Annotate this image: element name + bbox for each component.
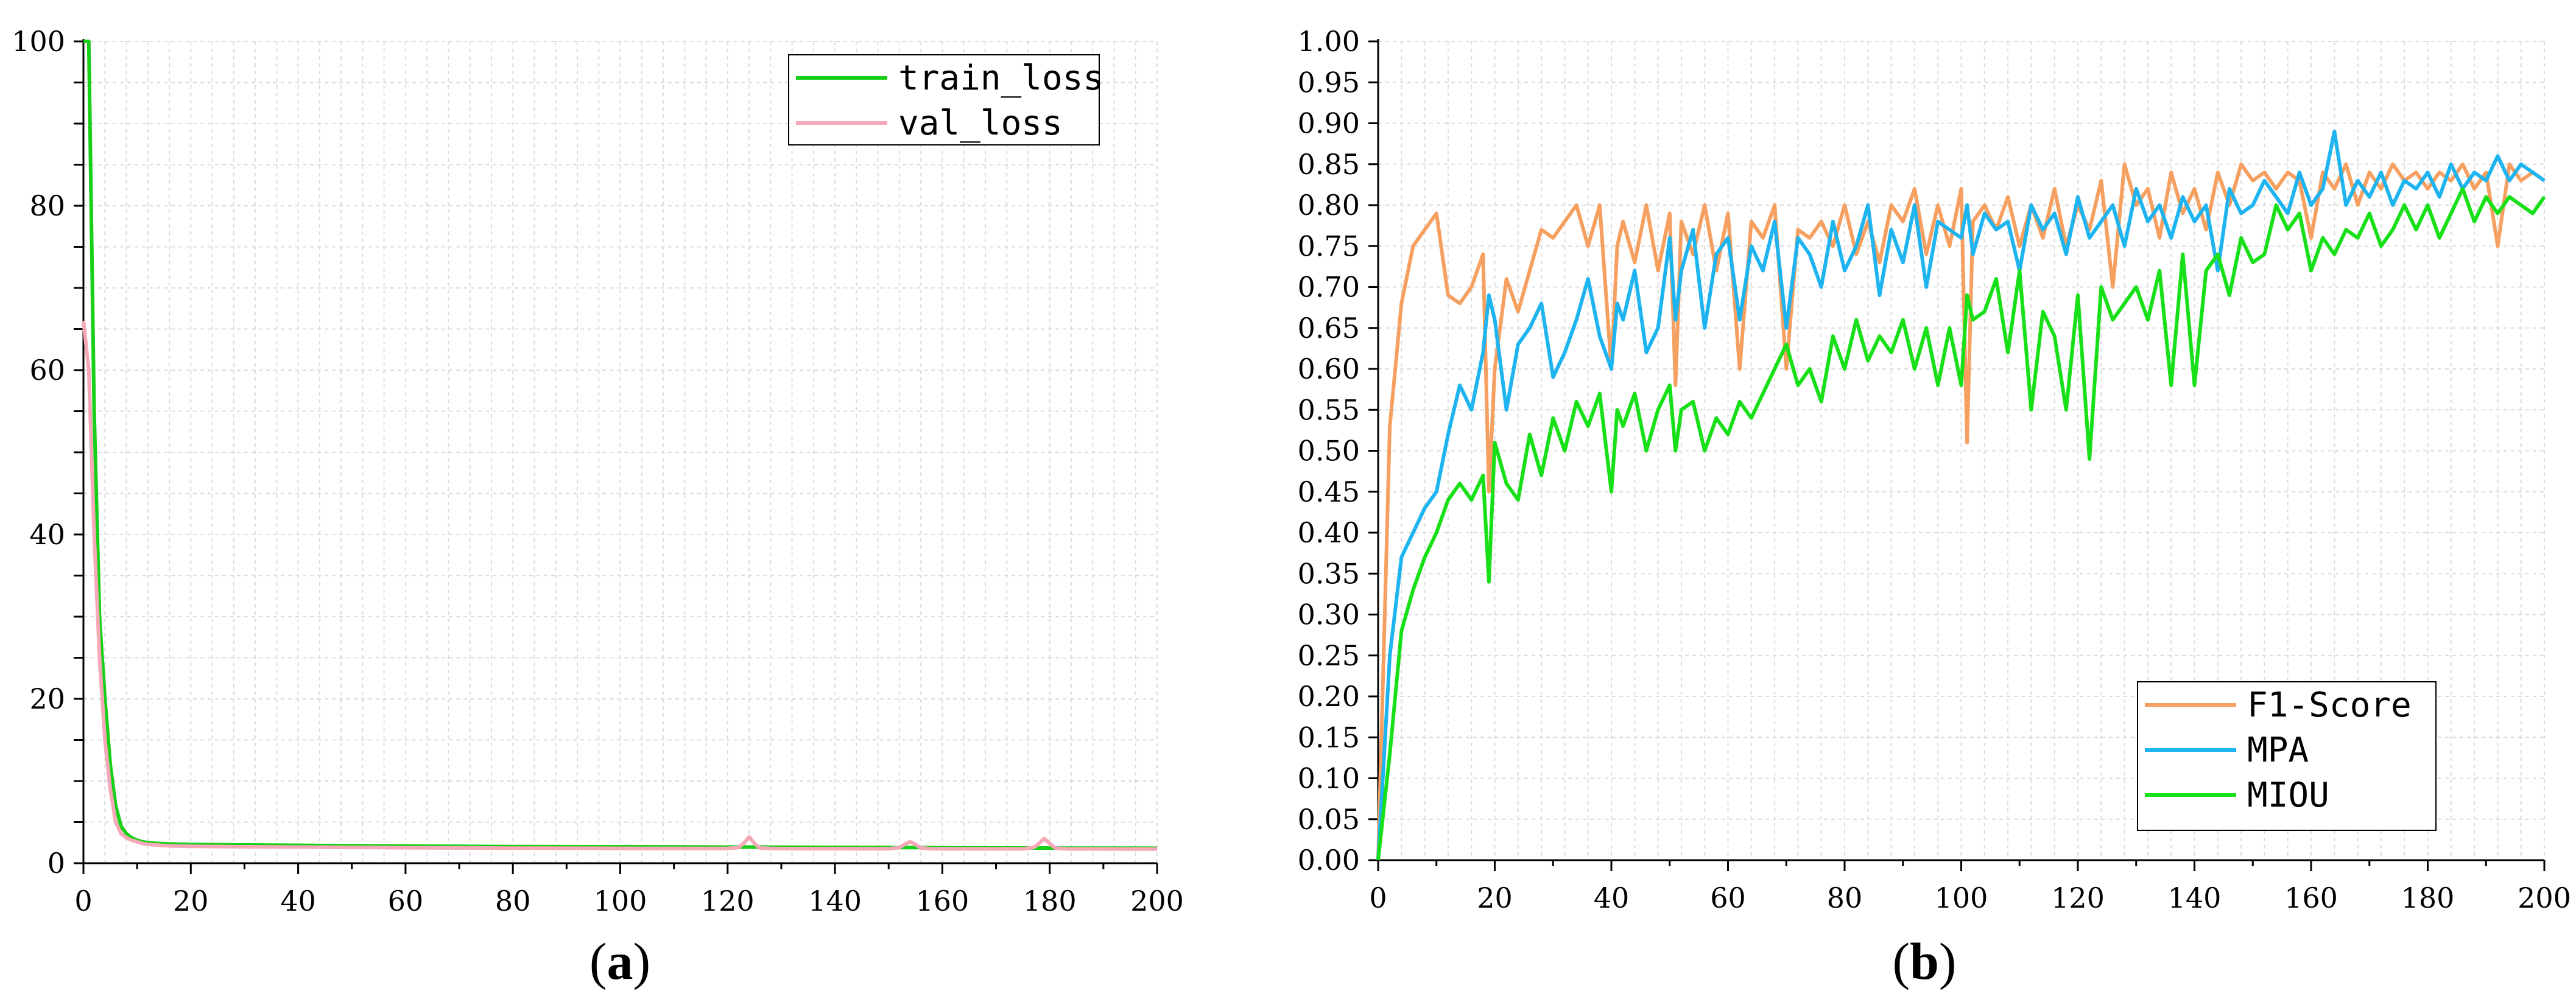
x-tick-label: 20 (1477, 881, 1513, 914)
y-tick-label: 0.85 (1298, 148, 1360, 181)
y-tick-label: 0 (48, 847, 65, 880)
y-tick-label: 0.80 (1298, 189, 1360, 222)
y-tick-label: 100 (12, 25, 65, 58)
x-tick-label: 160 (2284, 881, 2338, 914)
y-tick-label: 0.65 (1298, 312, 1360, 345)
y-tick-label: 0.95 (1298, 66, 1360, 99)
y-tick-label: 40 (29, 518, 65, 551)
legend-box (788, 54, 1100, 145)
y-tick-label: 0.35 (1298, 557, 1360, 590)
x-tick-label: 180 (2401, 881, 2455, 914)
x-tick-label: 100 (1935, 881, 1988, 914)
gridlines (83, 41, 1158, 863)
y-tick-label: 80 (29, 189, 65, 222)
x-tick-label: 200 (1130, 885, 1184, 917)
panel-label: (b) (1892, 932, 1956, 990)
y-tick-label: 0.05 (1298, 803, 1360, 836)
y-tick-label: 0.60 (1298, 352, 1360, 385)
y-tick-label: 60 (29, 354, 65, 387)
legend-label: train_loss (898, 58, 1103, 98)
y-tick-label: 0.25 (1298, 639, 1360, 672)
legend-label: F1-Score (2247, 685, 2412, 725)
y-tick-label: 0.50 (1298, 435, 1360, 468)
series-line-miou (1376, 187, 2546, 861)
x-tick-label: 40 (280, 885, 316, 917)
y-tick-label: 0.15 (1298, 721, 1360, 754)
x-tick-label: 0 (74, 885, 92, 917)
chart-panel-b: 0 20 40 60 80 100 120 140 160 180 200 0.00 0.05 0.10 0… (1298, 25, 2571, 990)
y-tick-label: 1.00 (1298, 25, 1360, 58)
x-tick-label: 40 (1594, 881, 1630, 914)
legend: F1-Score MPA MIOU (2137, 681, 2437, 831)
panel-label: (a) (589, 932, 650, 990)
x-tick-label: 80 (1827, 881, 1863, 914)
y-tick-label: 0.90 (1298, 107, 1360, 140)
series-line-val-loss (82, 320, 1157, 851)
legend: train_loss val_loss (788, 54, 1103, 145)
y-tick-label: 0.40 (1298, 516, 1360, 549)
chart-panel-a: 0 20 40 60 80 100 120 140 160 180 200 0 20 40 60 80 100 t… (12, 25, 1184, 990)
x-tick-label: 180 (1023, 885, 1077, 917)
x-tick-label: 120 (2051, 881, 2105, 914)
y-tick-label: 0.20 (1298, 680, 1360, 713)
y-tick-label: 0.00 (1298, 844, 1360, 877)
x-tick-label: 60 (1710, 881, 1746, 914)
y-tick-label: 0.75 (1298, 229, 1360, 262)
x-tick-label: 160 (915, 885, 969, 917)
x-tick-label: 200 (2518, 881, 2571, 914)
y-tick-label: 0.70 (1298, 271, 1360, 304)
y-tick-label: 0.30 (1298, 598, 1360, 631)
series-line-mpa (1376, 130, 2546, 861)
legend-label: val_loss (898, 103, 1063, 143)
x-tick-label: 0 (1369, 881, 1387, 914)
y-tick-label: 20 (29, 682, 65, 715)
x-tick-label: 20 (173, 885, 209, 917)
x-tick-label: 140 (808, 885, 862, 917)
x-tick-label: 100 (594, 885, 647, 917)
x-tick-label: 60 (388, 885, 424, 917)
x-tick-label: 140 (2168, 881, 2222, 914)
x-tick-label: 80 (495, 885, 531, 917)
legend-label: MIOU (2247, 776, 2329, 815)
x-tick-label: 120 (701, 885, 755, 917)
y-tick-label: 0.55 (1298, 393, 1360, 426)
y-tick-label: 0.45 (1298, 475, 1360, 508)
legend-label: MPA (2247, 730, 2309, 770)
y-tick-label: 0.10 (1298, 762, 1360, 795)
